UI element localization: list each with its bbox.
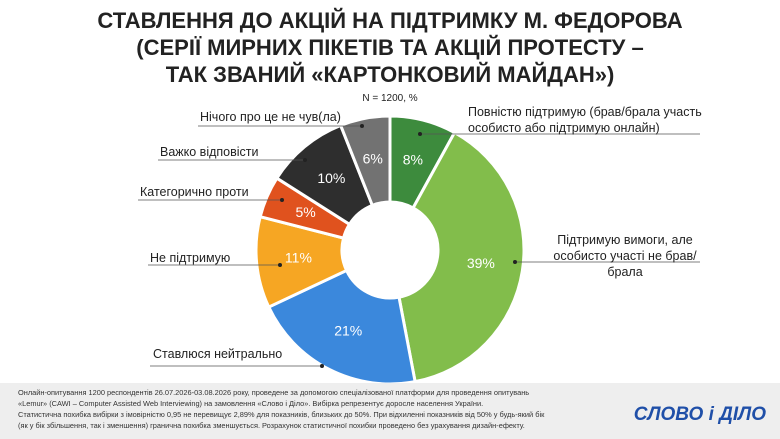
value-label: 8% bbox=[403, 152, 423, 168]
leader-dot bbox=[360, 124, 364, 128]
logo: СЛОВО і ДІЛО bbox=[633, 404, 766, 425]
donut-slice bbox=[338, 114, 392, 208]
value-label: 6% bbox=[363, 150, 383, 166]
category-label: Нічого про це не чув(ла) bbox=[200, 110, 341, 124]
leader-dot bbox=[278, 263, 282, 267]
value-label: 10% bbox=[317, 170, 345, 186]
category-label: Повністю підтримую (брав/брала участь ос… bbox=[468, 105, 702, 135]
category-label: Не підтримую bbox=[150, 251, 231, 265]
category-label: Ставлюся нейтрально bbox=[153, 347, 283, 361]
value-label: 11% bbox=[285, 249, 312, 265]
leader-dot bbox=[280, 198, 284, 202]
chart-title: СТАВЛЕННЯ ДО АКЦІЙ НА ПІДТРИМКУ М. ФЕДОР… bbox=[97, 8, 683, 33]
leader-dot bbox=[303, 158, 307, 162]
footnote: Статистична похибка вибірки з імовірніст… bbox=[18, 410, 545, 419]
footer-band bbox=[0, 383, 780, 439]
chart-title: (СЕРІЇ МИРНИХ ПІКЕТІВ ТА АКЦІЙ ПРОТЕСТУ … bbox=[136, 35, 644, 60]
footnote: (як у бік збільшення, так і зменшення) г… bbox=[18, 421, 525, 430]
leader-dot bbox=[513, 260, 517, 264]
subtitle: N = 1200, % bbox=[362, 93, 418, 104]
leader-dot bbox=[320, 364, 324, 368]
donut-slice bbox=[397, 130, 526, 384]
footnote: Онлайн-опитування 1200 респондентів 26.0… bbox=[18, 388, 530, 397]
donut-slice bbox=[266, 268, 417, 386]
leader-dot bbox=[418, 132, 422, 136]
category-label: Важко відповісти bbox=[160, 145, 259, 159]
footnote: «Lemur» (CAWI – Computer Assisted Web In… bbox=[18, 399, 484, 408]
value-label: 39% bbox=[467, 255, 495, 271]
category-label: Підтримую вимоги, але особисто участі не… bbox=[553, 233, 697, 279]
value-label: 21% bbox=[334, 323, 362, 339]
chart-title: ТАК ЗВАНИЙ «КАРТОНКОВИЙ МАЙДАН») bbox=[165, 62, 615, 87]
category-label: Категорично проти bbox=[140, 185, 249, 199]
value-label: 5% bbox=[295, 204, 315, 220]
